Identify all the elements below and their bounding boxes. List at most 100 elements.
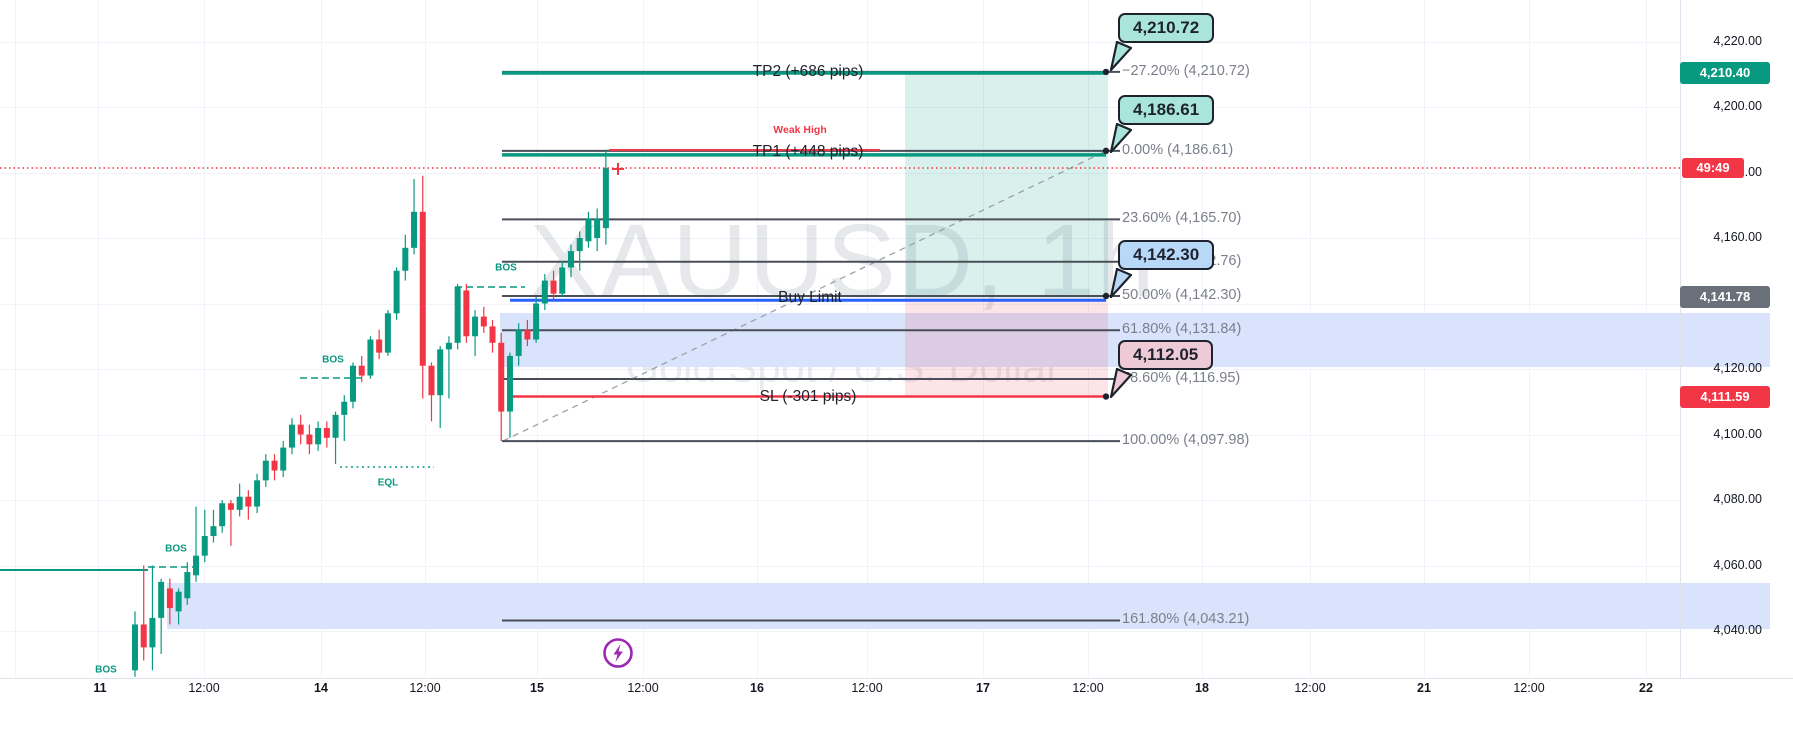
candle-body xyxy=(236,496,243,510)
candle-body xyxy=(533,303,540,340)
price-axis-tick: 4,100.00 xyxy=(1713,426,1762,441)
horizontal-gridline xyxy=(0,565,1680,567)
candle-body xyxy=(541,280,548,304)
time-axis-tick: 11 xyxy=(93,681,107,695)
horizontal-gridline xyxy=(0,500,1680,501)
price-axis-badge: 49:49 xyxy=(1682,158,1744,178)
candle-body xyxy=(367,339,374,376)
bos-label[interactable]: BOS xyxy=(95,664,117,676)
price-callout[interactable]: 4,186.61 xyxy=(1110,95,1215,153)
candle-body xyxy=(175,591,182,612)
time-axis-tick: 16 xyxy=(750,681,764,695)
candle-body xyxy=(297,424,304,435)
candle-body xyxy=(358,365,365,376)
candle-body xyxy=(576,238,583,252)
vertical-gridline xyxy=(204,0,205,678)
candle-body xyxy=(524,329,531,340)
fib-level-label[interactable]: 23.60% (4,165.70) xyxy=(1122,210,1242,227)
chart-marks-layer xyxy=(0,68,1680,677)
time-axis-tick: 18 xyxy=(1195,681,1209,695)
price-callout[interactable]: 4,210.72 xyxy=(1110,13,1215,71)
price-callout[interactable]: 4,112.05 xyxy=(1110,340,1214,398)
candle-body xyxy=(568,251,574,268)
candle-body xyxy=(559,267,566,294)
time-axis-tick: 15 xyxy=(530,681,544,695)
fib-anchor-dot[interactable] xyxy=(1102,147,1110,155)
candle-body xyxy=(585,218,592,242)
fib-level-label[interactable]: 61.80% (4,131.84) xyxy=(1122,321,1242,338)
candle-body xyxy=(166,588,173,609)
time-axis-tick: 22 xyxy=(1639,681,1653,695)
fib-anchor-dot[interactable] xyxy=(1102,292,1110,300)
callout-tail xyxy=(1110,123,1132,153)
callout-tail xyxy=(1110,368,1132,398)
candle-body xyxy=(463,290,470,337)
candle-body xyxy=(498,342,505,412)
price-axis-tick: 4,040.00 xyxy=(1713,623,1762,637)
vertical-gridline xyxy=(15,0,16,678)
bos-label[interactable]: BOS xyxy=(322,354,344,366)
candle-body xyxy=(210,526,217,537)
price-callout[interactable]: 4,142.30 xyxy=(1110,240,1215,298)
candle-body xyxy=(193,555,200,576)
loss-zone[interactable] xyxy=(905,298,1108,397)
fib-level-label[interactable]: 50.00% (4,142.30) xyxy=(1122,286,1242,303)
fib-level-label[interactable]: 161.80% (4,043.21) xyxy=(1122,611,1250,628)
fib-level-label[interactable]: 0.00% (4,186.61) xyxy=(1122,141,1234,158)
horizontal-gridline xyxy=(0,41,1680,43)
candle-body xyxy=(245,496,252,507)
eql-label[interactable]: EQL xyxy=(377,477,399,489)
candle-body xyxy=(132,624,138,671)
fib-level-label[interactable]: −27.20% (4,210.72) xyxy=(1122,62,1250,79)
time-axis-tick: 21 xyxy=(1417,681,1431,695)
lightning-icon[interactable] xyxy=(601,636,635,670)
time-axis-tick: 14 xyxy=(314,681,328,695)
candle-body xyxy=(332,414,339,438)
candle-body xyxy=(506,355,513,412)
candle-body xyxy=(184,572,191,599)
candle-body xyxy=(411,211,418,248)
candle-body xyxy=(472,316,479,337)
candle-body xyxy=(594,218,601,238)
candle-body xyxy=(323,427,330,438)
candle-body xyxy=(428,365,435,396)
candle-body xyxy=(201,536,208,556)
price-axis-tick: 4,160.00 xyxy=(1713,230,1762,244)
fib-level-label[interactable]: 100.00% (4,097.98) xyxy=(1122,432,1250,449)
time-axis-tick: 12:00 xyxy=(851,681,883,695)
candle-body xyxy=(480,316,487,327)
sl-line-label[interactable]: SL (-301 pips) xyxy=(759,388,857,405)
candle-body xyxy=(149,617,156,648)
candle-body xyxy=(288,424,295,448)
price-axis-tick: 4,200.00 xyxy=(1713,99,1762,113)
tp1-line-label[interactable]: TP1 (+448 pips) xyxy=(752,143,864,160)
price-axis-tick: 4,120.00 xyxy=(1713,361,1762,375)
candle-body xyxy=(419,211,426,366)
time-axis-tick: 17 xyxy=(976,681,990,695)
candle-body xyxy=(262,460,269,481)
fib-anchor-dot[interactable] xyxy=(1102,393,1110,400)
time-axis-separator xyxy=(0,678,1793,679)
fib-anchor-dot[interactable] xyxy=(1102,68,1110,76)
candle-body xyxy=(489,326,496,343)
bos-label[interactable]: BOS xyxy=(495,262,517,274)
candle-body xyxy=(158,581,165,618)
bos-label[interactable]: BOS xyxy=(165,543,187,555)
weak-high-label[interactable]: Weak High xyxy=(773,124,827,136)
horizontal-gridline xyxy=(0,172,1680,174)
buy-limit-line-label[interactable]: Buy Limit xyxy=(778,289,842,306)
candle-body xyxy=(393,270,400,314)
horizontal-gridline xyxy=(0,631,1680,632)
fib-level-label[interactable]: 78.60% (4,116.95) xyxy=(1122,369,1241,386)
candle-body xyxy=(140,624,147,648)
time-axis-tick: 12:00 xyxy=(1072,681,1104,695)
horizontal-gridline xyxy=(0,303,1680,305)
tp2-line-label[interactable]: TP2 (+686 pips) xyxy=(752,63,864,80)
horizontal-gridline xyxy=(0,107,1680,108)
price-axis-badge: 4,141.78 xyxy=(1680,286,1770,308)
profit-zone[interactable] xyxy=(905,73,1108,298)
candle-body xyxy=(350,365,356,402)
candle-body xyxy=(227,503,234,510)
time-axis-tick: 12:00 xyxy=(188,681,220,695)
